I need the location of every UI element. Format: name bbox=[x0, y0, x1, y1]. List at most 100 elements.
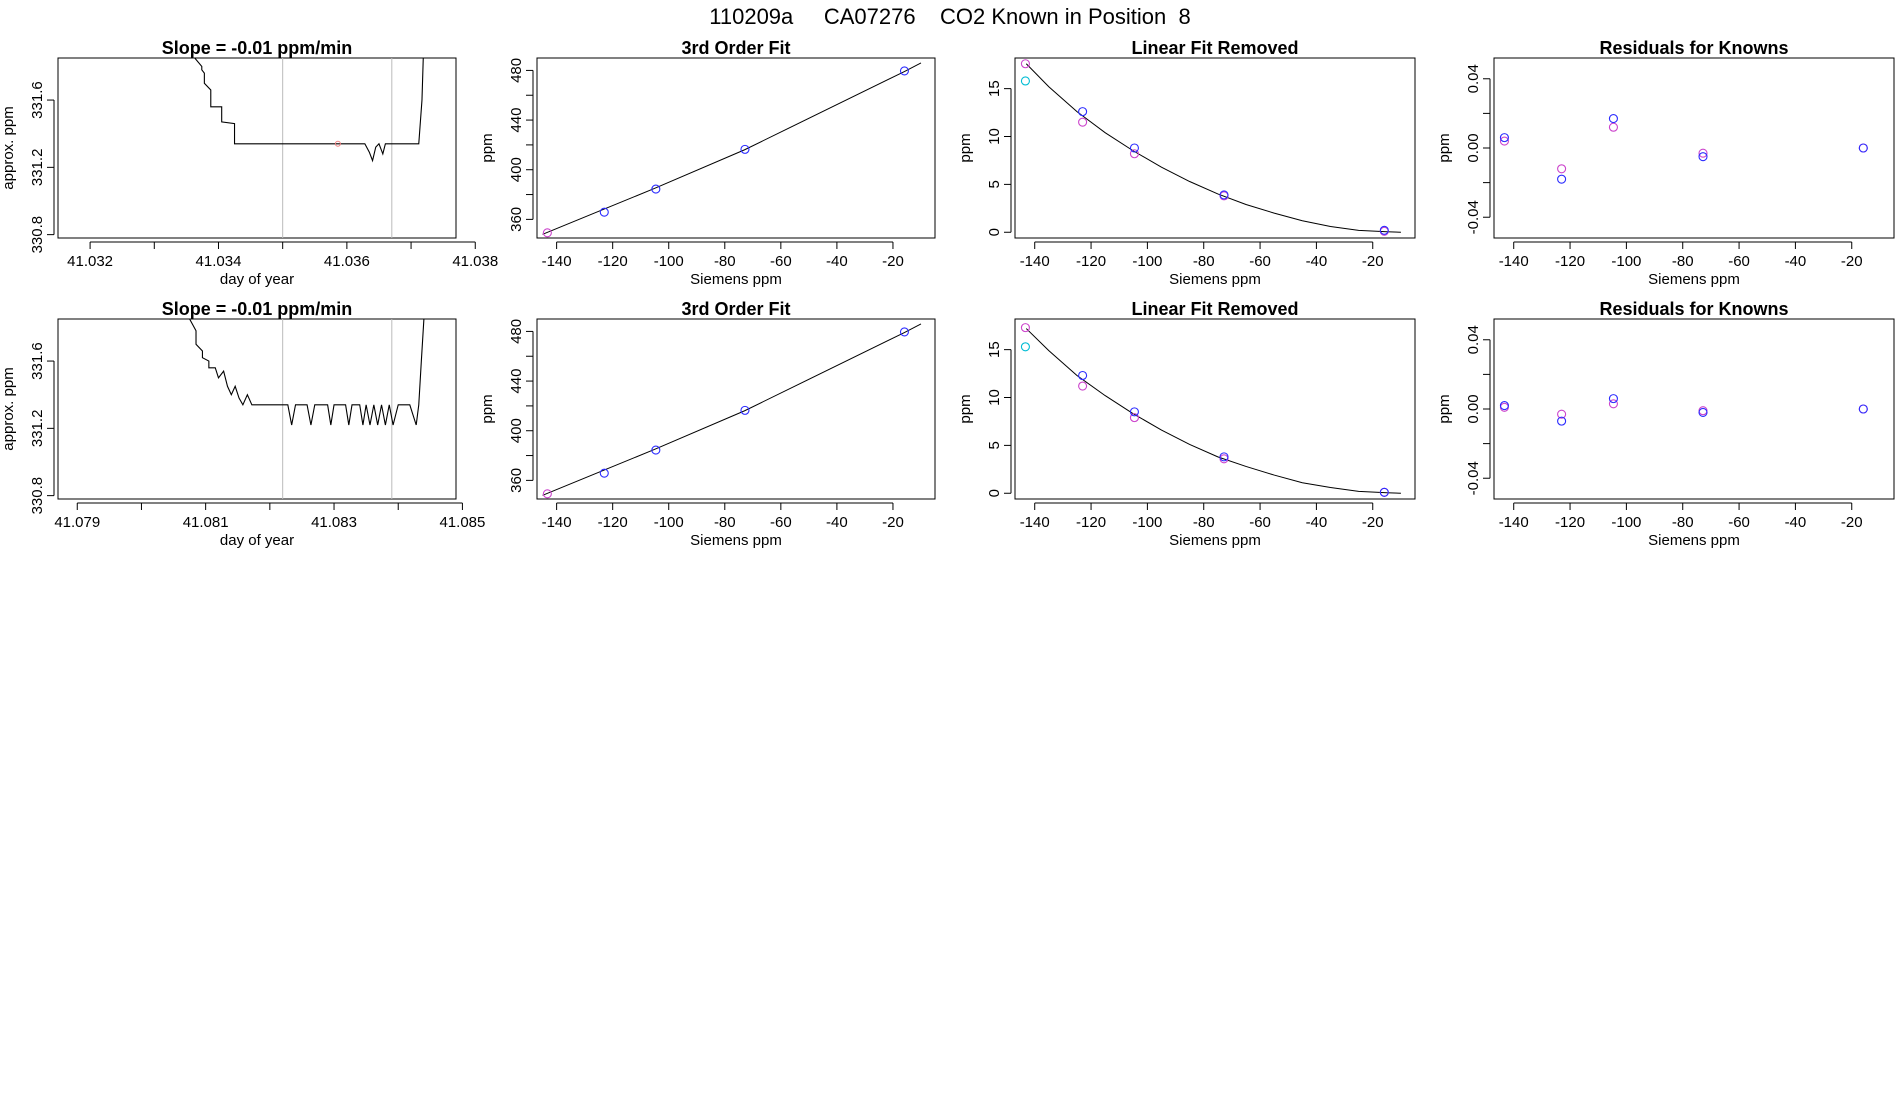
plot-area bbox=[1020, 323, 1401, 497]
y-axis-label: ppm bbox=[957, 133, 974, 162]
x-tick-label: -20 bbox=[1362, 514, 1384, 531]
data-point bbox=[1020, 59, 1030, 69]
data-point bbox=[1078, 107, 1088, 117]
y-axis-label: ppm bbox=[957, 394, 974, 423]
x-axis-label: Siemens ppm bbox=[1648, 532, 1740, 549]
x-tick-label: -120 bbox=[1076, 253, 1106, 270]
x-tick-label: -20 bbox=[882, 253, 904, 270]
data-point bbox=[1608, 399, 1618, 409]
x-tick-label: -140 bbox=[1020, 253, 1050, 270]
plot-area bbox=[1499, 114, 1868, 184]
y-tick-label: 0.00 bbox=[1465, 394, 1482, 423]
panel-title: Linear Fit Removed bbox=[1131, 38, 1298, 58]
data-point bbox=[1557, 409, 1567, 419]
x-tick-label: 41.083 bbox=[311, 514, 357, 531]
y-tick-label: 360 bbox=[508, 207, 525, 232]
x-tick-label: -20 bbox=[1841, 253, 1863, 270]
x-tick-label: -80 bbox=[1672, 253, 1694, 270]
y-axis-label: ppm bbox=[1436, 133, 1453, 162]
x-tick-label: -120 bbox=[1555, 253, 1585, 270]
data-point bbox=[1698, 152, 1708, 162]
data-point bbox=[740, 144, 750, 154]
x-tick-label: 41.034 bbox=[196, 253, 242, 270]
x-tick-label: -100 bbox=[1132, 514, 1162, 531]
data-point bbox=[1557, 174, 1567, 184]
fit-curve bbox=[542, 62, 922, 235]
y-tick-label: 15 bbox=[986, 341, 1003, 358]
x-tick-label: 41.032 bbox=[67, 253, 113, 270]
data-point bbox=[1608, 122, 1618, 132]
x-tick-label: -100 bbox=[1611, 253, 1641, 270]
x-axis-label: Siemens ppm bbox=[690, 271, 782, 288]
y-axis-label: ppm bbox=[479, 133, 496, 162]
x-tick-label: -40 bbox=[1306, 253, 1328, 270]
x-axis-label: day of year bbox=[220, 271, 294, 288]
x-tick-label: -120 bbox=[598, 253, 628, 270]
fit-curve bbox=[542, 323, 922, 496]
data-point bbox=[1129, 149, 1139, 159]
plot-area bbox=[1020, 59, 1401, 236]
y-tick-label: 5 bbox=[986, 441, 1003, 449]
data-point bbox=[1858, 404, 1868, 414]
data-point bbox=[542, 228, 552, 238]
y-tick-label: 0.00 bbox=[1465, 133, 1482, 162]
x-tick-label: -60 bbox=[1249, 514, 1271, 531]
plot-area bbox=[189, 319, 425, 499]
data-point bbox=[1499, 400, 1509, 411]
data-point bbox=[1557, 416, 1567, 426]
x-tick-label: -140 bbox=[542, 253, 572, 270]
x-tick-label: -100 bbox=[1611, 514, 1641, 531]
y-axis-label: approx. ppm bbox=[0, 106, 17, 189]
x-axis-label: Siemens ppm bbox=[1169, 271, 1261, 288]
panel-title: Slope = -0.01 ppm/min bbox=[162, 38, 353, 58]
panel-title: 3rd Order Fit bbox=[681, 38, 790, 58]
x-tick-label: -20 bbox=[1841, 514, 1863, 531]
data-point bbox=[1858, 143, 1868, 153]
panel-row2-linear-removed: Linear Fit Removed -140 -120 -100 -80 -60 -40 -… bbox=[957, 299, 1416, 549]
x-tick-label: 41.036 bbox=[324, 253, 370, 270]
data-point bbox=[1379, 225, 1389, 235]
y-tick-label: 0 bbox=[986, 489, 1003, 497]
data-point bbox=[1219, 190, 1229, 200]
x-tick-label: -60 bbox=[770, 514, 792, 531]
y-tick-label: 0.04 bbox=[1465, 64, 1482, 93]
x-tick-label: 41.085 bbox=[439, 514, 485, 531]
y-tick-label: 0.04 bbox=[1465, 325, 1482, 354]
x-tick-label: 41.079 bbox=[54, 514, 100, 531]
data-point bbox=[1020, 76, 1030, 86]
y-tick-label: 330.8 bbox=[29, 477, 46, 515]
x-tick-label: -60 bbox=[770, 253, 792, 270]
x-tick-label: -80 bbox=[1193, 514, 1215, 531]
data-point bbox=[1499, 136, 1509, 146]
data-point bbox=[1557, 164, 1567, 174]
data-point bbox=[651, 445, 661, 455]
data-point bbox=[1129, 143, 1139, 153]
plot-frame bbox=[536, 318, 936, 500]
data-point bbox=[1129, 413, 1139, 423]
x-tick-label: -40 bbox=[1785, 253, 1807, 270]
data-point bbox=[1379, 487, 1389, 497]
y-axis-label: ppm bbox=[1436, 394, 1453, 423]
y-tick-label: 480 bbox=[508, 319, 525, 344]
x-tick-label: -80 bbox=[1672, 514, 1694, 531]
x-tick-label: -80 bbox=[1193, 253, 1215, 270]
data-point bbox=[1608, 394, 1618, 404]
data-point bbox=[334, 140, 341, 147]
y-tick-label: 0 bbox=[986, 228, 1003, 236]
x-tick-label: -140 bbox=[1020, 514, 1050, 531]
x-tick-label: -40 bbox=[1306, 514, 1328, 531]
x-tick-label: -140 bbox=[542, 514, 572, 531]
series-line bbox=[194, 58, 424, 163]
plot-frame bbox=[1493, 57, 1895, 239]
y-tick-label: 331.2 bbox=[29, 149, 46, 187]
series-line bbox=[189, 319, 425, 426]
plot-frame bbox=[536, 57, 936, 239]
page-title: 110209a CA07276 CO2 Known in Position 8 bbox=[709, 4, 1191, 29]
x-axis-label: Siemens ppm bbox=[690, 532, 782, 549]
y-tick-label: 331.6 bbox=[29, 342, 46, 380]
data-point bbox=[1020, 342, 1030, 352]
x-axis-label: Siemens ppm bbox=[1169, 532, 1261, 549]
panel-row1-timeseries: Slope = -0.01 ppm/min 41.032 41.034 41.036 4… bbox=[0, 38, 498, 288]
plot-frame bbox=[1014, 57, 1416, 239]
